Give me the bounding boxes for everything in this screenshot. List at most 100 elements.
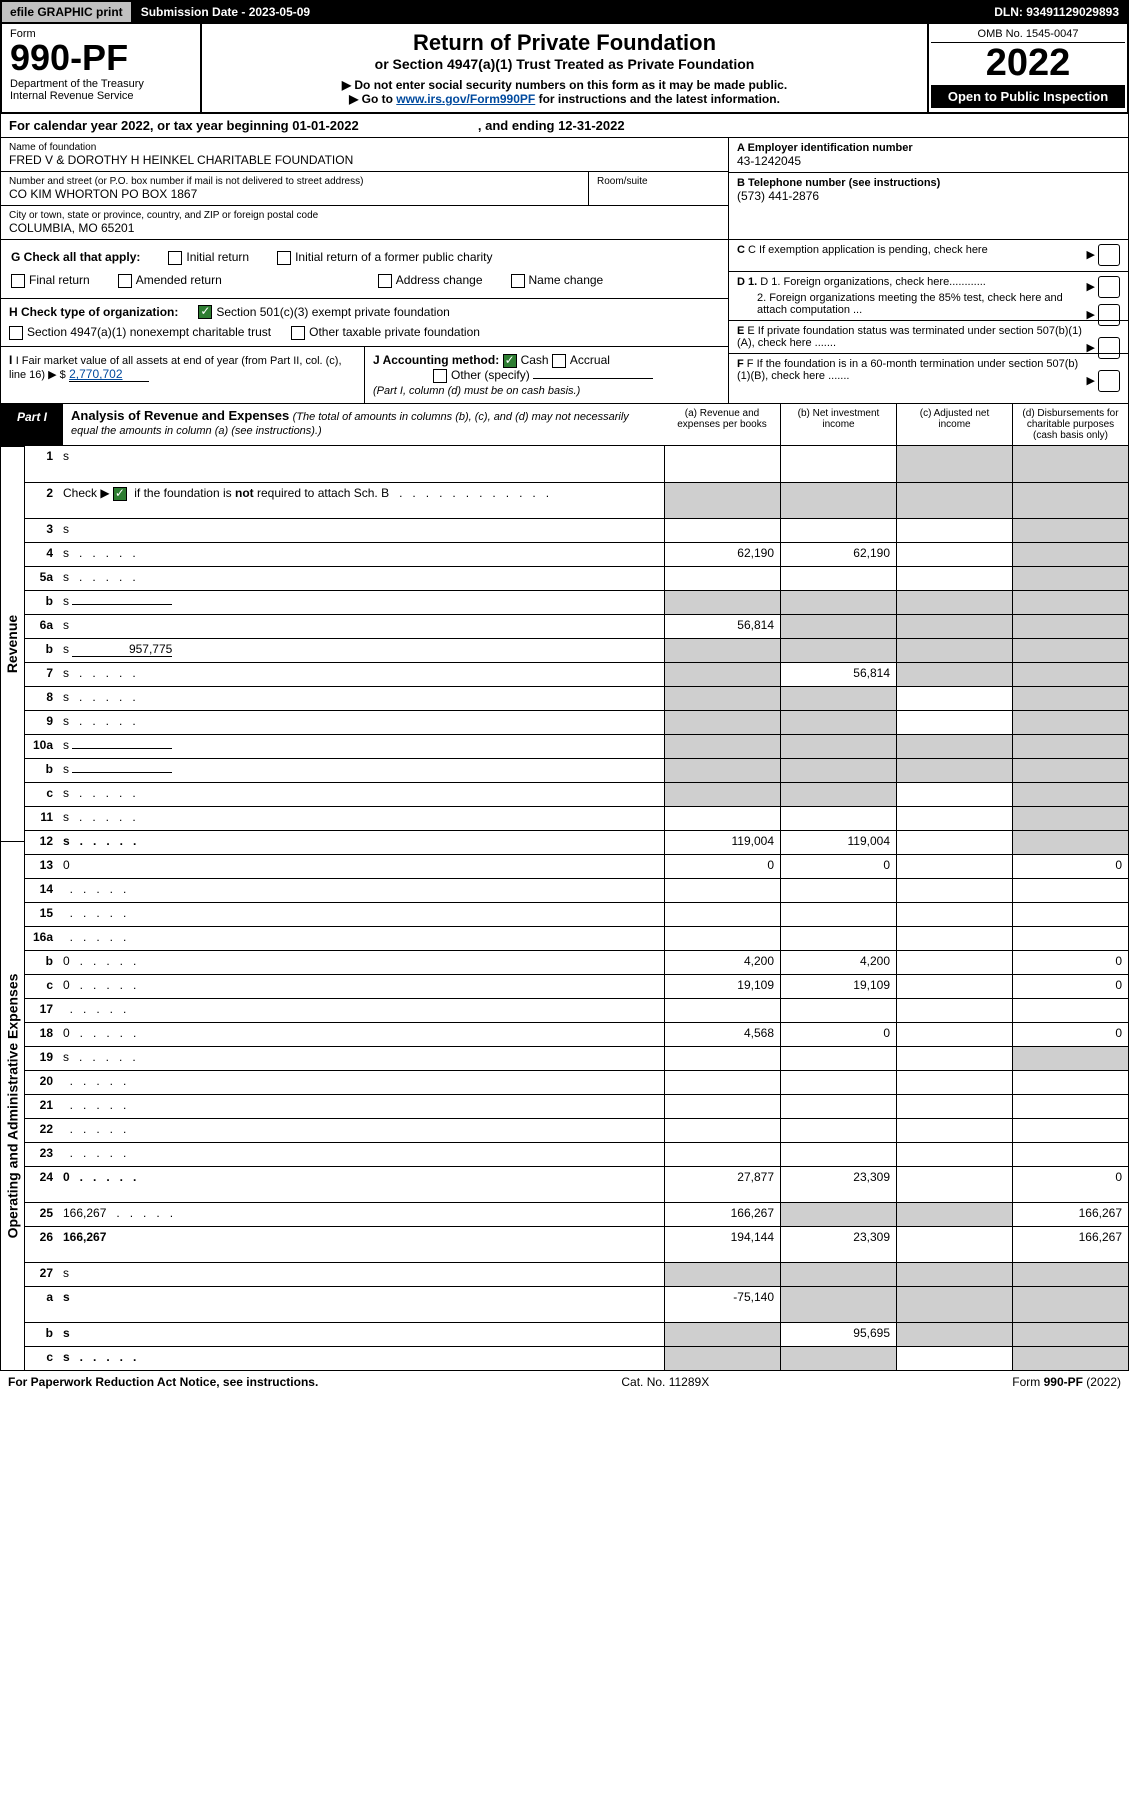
line-num: 21 — [25, 1095, 59, 1118]
cell-a — [664, 1347, 780, 1370]
j-other[interactable]: Other (specify) — [433, 368, 653, 382]
line-num: c — [25, 783, 59, 806]
year-block: OMB No. 1545-0047 2022 Open to Public In… — [927, 24, 1127, 112]
line-desc: 166,267 . . . . . — [59, 1203, 664, 1226]
note2: ▶ Go to www.irs.gov/Form990PF for instru… — [208, 92, 921, 106]
c-checkbox[interactable] — [1098, 244, 1120, 266]
cell-b — [780, 1287, 896, 1322]
line-num: 19 — [25, 1047, 59, 1070]
h-opt[interactable]: Other taxable private foundation — [291, 325, 480, 340]
i-label: I Fair market value of all assets at end… — [9, 355, 342, 381]
d1-checkbox[interactable] — [1098, 276, 1120, 298]
e-checkbox[interactable] — [1098, 337, 1120, 359]
table-row: 26166,267194,14423,309166,267 — [25, 1226, 1128, 1262]
line-desc: . . . . . — [59, 999, 664, 1022]
submission-date: Submission Date - 2023-05-09 — [133, 2, 987, 22]
cell-b — [780, 783, 896, 806]
line-num: b — [25, 639, 59, 662]
cell-c — [896, 735, 1012, 758]
g-opt[interactable]: Address change — [378, 273, 483, 288]
d-cell: D 1. D 1. Foreign organizations, check h… — [729, 272, 1128, 321]
cell-a: 27,877 — [664, 1167, 780, 1202]
cell-c — [896, 615, 1012, 638]
d2-checkbox[interactable] — [1098, 304, 1120, 326]
cell-a — [664, 567, 780, 590]
line-num: 1 — [25, 446, 59, 482]
col-c: (c) Adjusted net income — [896, 404, 1012, 445]
table-row: 25166,267 . . . . .166,267166,267 — [25, 1202, 1128, 1226]
g-opt[interactable]: Initial return — [168, 250, 249, 265]
table-row: 6as56,814 — [25, 614, 1128, 638]
line-desc: 166,267 — [59, 1227, 664, 1262]
j-accrual[interactable]: Accrual — [552, 353, 610, 367]
j-cell: J Accounting method: Cash Accrual Other … — [365, 347, 728, 403]
cell-c — [896, 1347, 1012, 1370]
table-row: 20 . . . . . — [25, 1070, 1128, 1094]
table-row: 17 . . . . . — [25, 998, 1128, 1022]
table-row: 180 . . . . .4,56800 — [25, 1022, 1128, 1046]
foundation-name-cell: Name of foundation FRED V & DOROTHY H HE… — [1, 138, 728, 172]
line-desc: s . . . . . — [59, 543, 664, 566]
line-desc: s . . . . . — [59, 831, 664, 854]
f-checkbox[interactable] — [1098, 370, 1120, 392]
table-row: 22 . . . . . — [25, 1118, 1128, 1142]
h-opt[interactable]: Section 501(c)(3) exempt private foundat… — [198, 305, 449, 320]
g-row: G Check all that apply: Initial return I… — [1, 240, 728, 299]
line-desc: . . . . . — [59, 1143, 664, 1166]
cell-b: 56,814 — [780, 663, 896, 686]
cell-b — [780, 1047, 896, 1070]
cell-a — [664, 663, 780, 686]
cell-b — [780, 759, 896, 782]
cell-b: 119,004 — [780, 831, 896, 854]
table-row: cs . . . . . — [25, 782, 1128, 806]
cell-d — [1012, 807, 1128, 830]
cell-b — [780, 807, 896, 830]
cell-a: -75,140 — [664, 1287, 780, 1322]
line-desc: . . . . . — [59, 1119, 664, 1142]
line-num: 3 — [25, 519, 59, 542]
line-desc: 0 . . . . . — [59, 1023, 664, 1046]
cell-b: 62,190 — [780, 543, 896, 566]
line-num: 14 — [25, 879, 59, 902]
h-opt[interactable]: Section 4947(a)(1) nonexempt charitable … — [9, 325, 271, 340]
cell-a: 0 — [664, 855, 780, 878]
fmv-value[interactable]: 2,770,702 — [69, 367, 149, 382]
cell-c — [896, 1095, 1012, 1118]
table-row: 12s . . . . .119,004119,004 — [25, 830, 1128, 854]
top-bar: efile GRAPHIC print Submission Date - 20… — [0, 0, 1129, 24]
g-opt[interactable]: Amended return — [118, 273, 222, 288]
paperwork-notice: For Paperwork Reduction Act Notice, see … — [8, 1375, 318, 1389]
g-label: G Check all that apply: — [11, 250, 140, 264]
i-cell: I I Fair market value of all assets at e… — [1, 347, 365, 403]
j-cash[interactable]: Cash — [503, 353, 549, 367]
g-opt[interactable]: Initial return of a former public charit… — [277, 250, 492, 265]
g-opt[interactable]: Name change — [511, 273, 604, 288]
g-opt[interactable]: Final return — [11, 273, 90, 288]
cell-d — [1012, 783, 1128, 806]
efile-label[interactable]: efile GRAPHIC print — [2, 2, 133, 22]
cell-a — [664, 879, 780, 902]
f-label: F If the foundation is in a 60-month ter… — [737, 358, 1078, 382]
cell-c — [896, 951, 1012, 974]
form-link[interactable]: www.irs.gov/Form990PF — [396, 92, 535, 106]
table-row: 14 . . . . . — [25, 878, 1128, 902]
table-rows: 1s2Check ▶ if the foundation is not requ… — [25, 446, 1128, 1370]
cell-a: 56,814 — [664, 615, 780, 638]
cell-b — [780, 711, 896, 734]
table-row: 19s . . . . . — [25, 1046, 1128, 1070]
cell-b: 0 — [780, 1023, 896, 1046]
cell-c — [896, 879, 1012, 902]
line-num: b — [25, 759, 59, 782]
table-row: 5as . . . . . — [25, 566, 1128, 590]
cell-d: 0 — [1012, 1023, 1128, 1046]
cell-a — [664, 1263, 780, 1286]
col-a: (a) Revenue and expenses per books — [664, 404, 780, 445]
cell-c — [896, 1227, 1012, 1262]
table-row: 21 . . . . . — [25, 1094, 1128, 1118]
cell-c — [896, 663, 1012, 686]
city-cell: City or town, state or province, country… — [1, 206, 728, 239]
line-desc: . . . . . — [59, 1095, 664, 1118]
cell-d — [1012, 483, 1128, 518]
cell-d — [1012, 639, 1128, 662]
line-num: 13 — [25, 855, 59, 878]
